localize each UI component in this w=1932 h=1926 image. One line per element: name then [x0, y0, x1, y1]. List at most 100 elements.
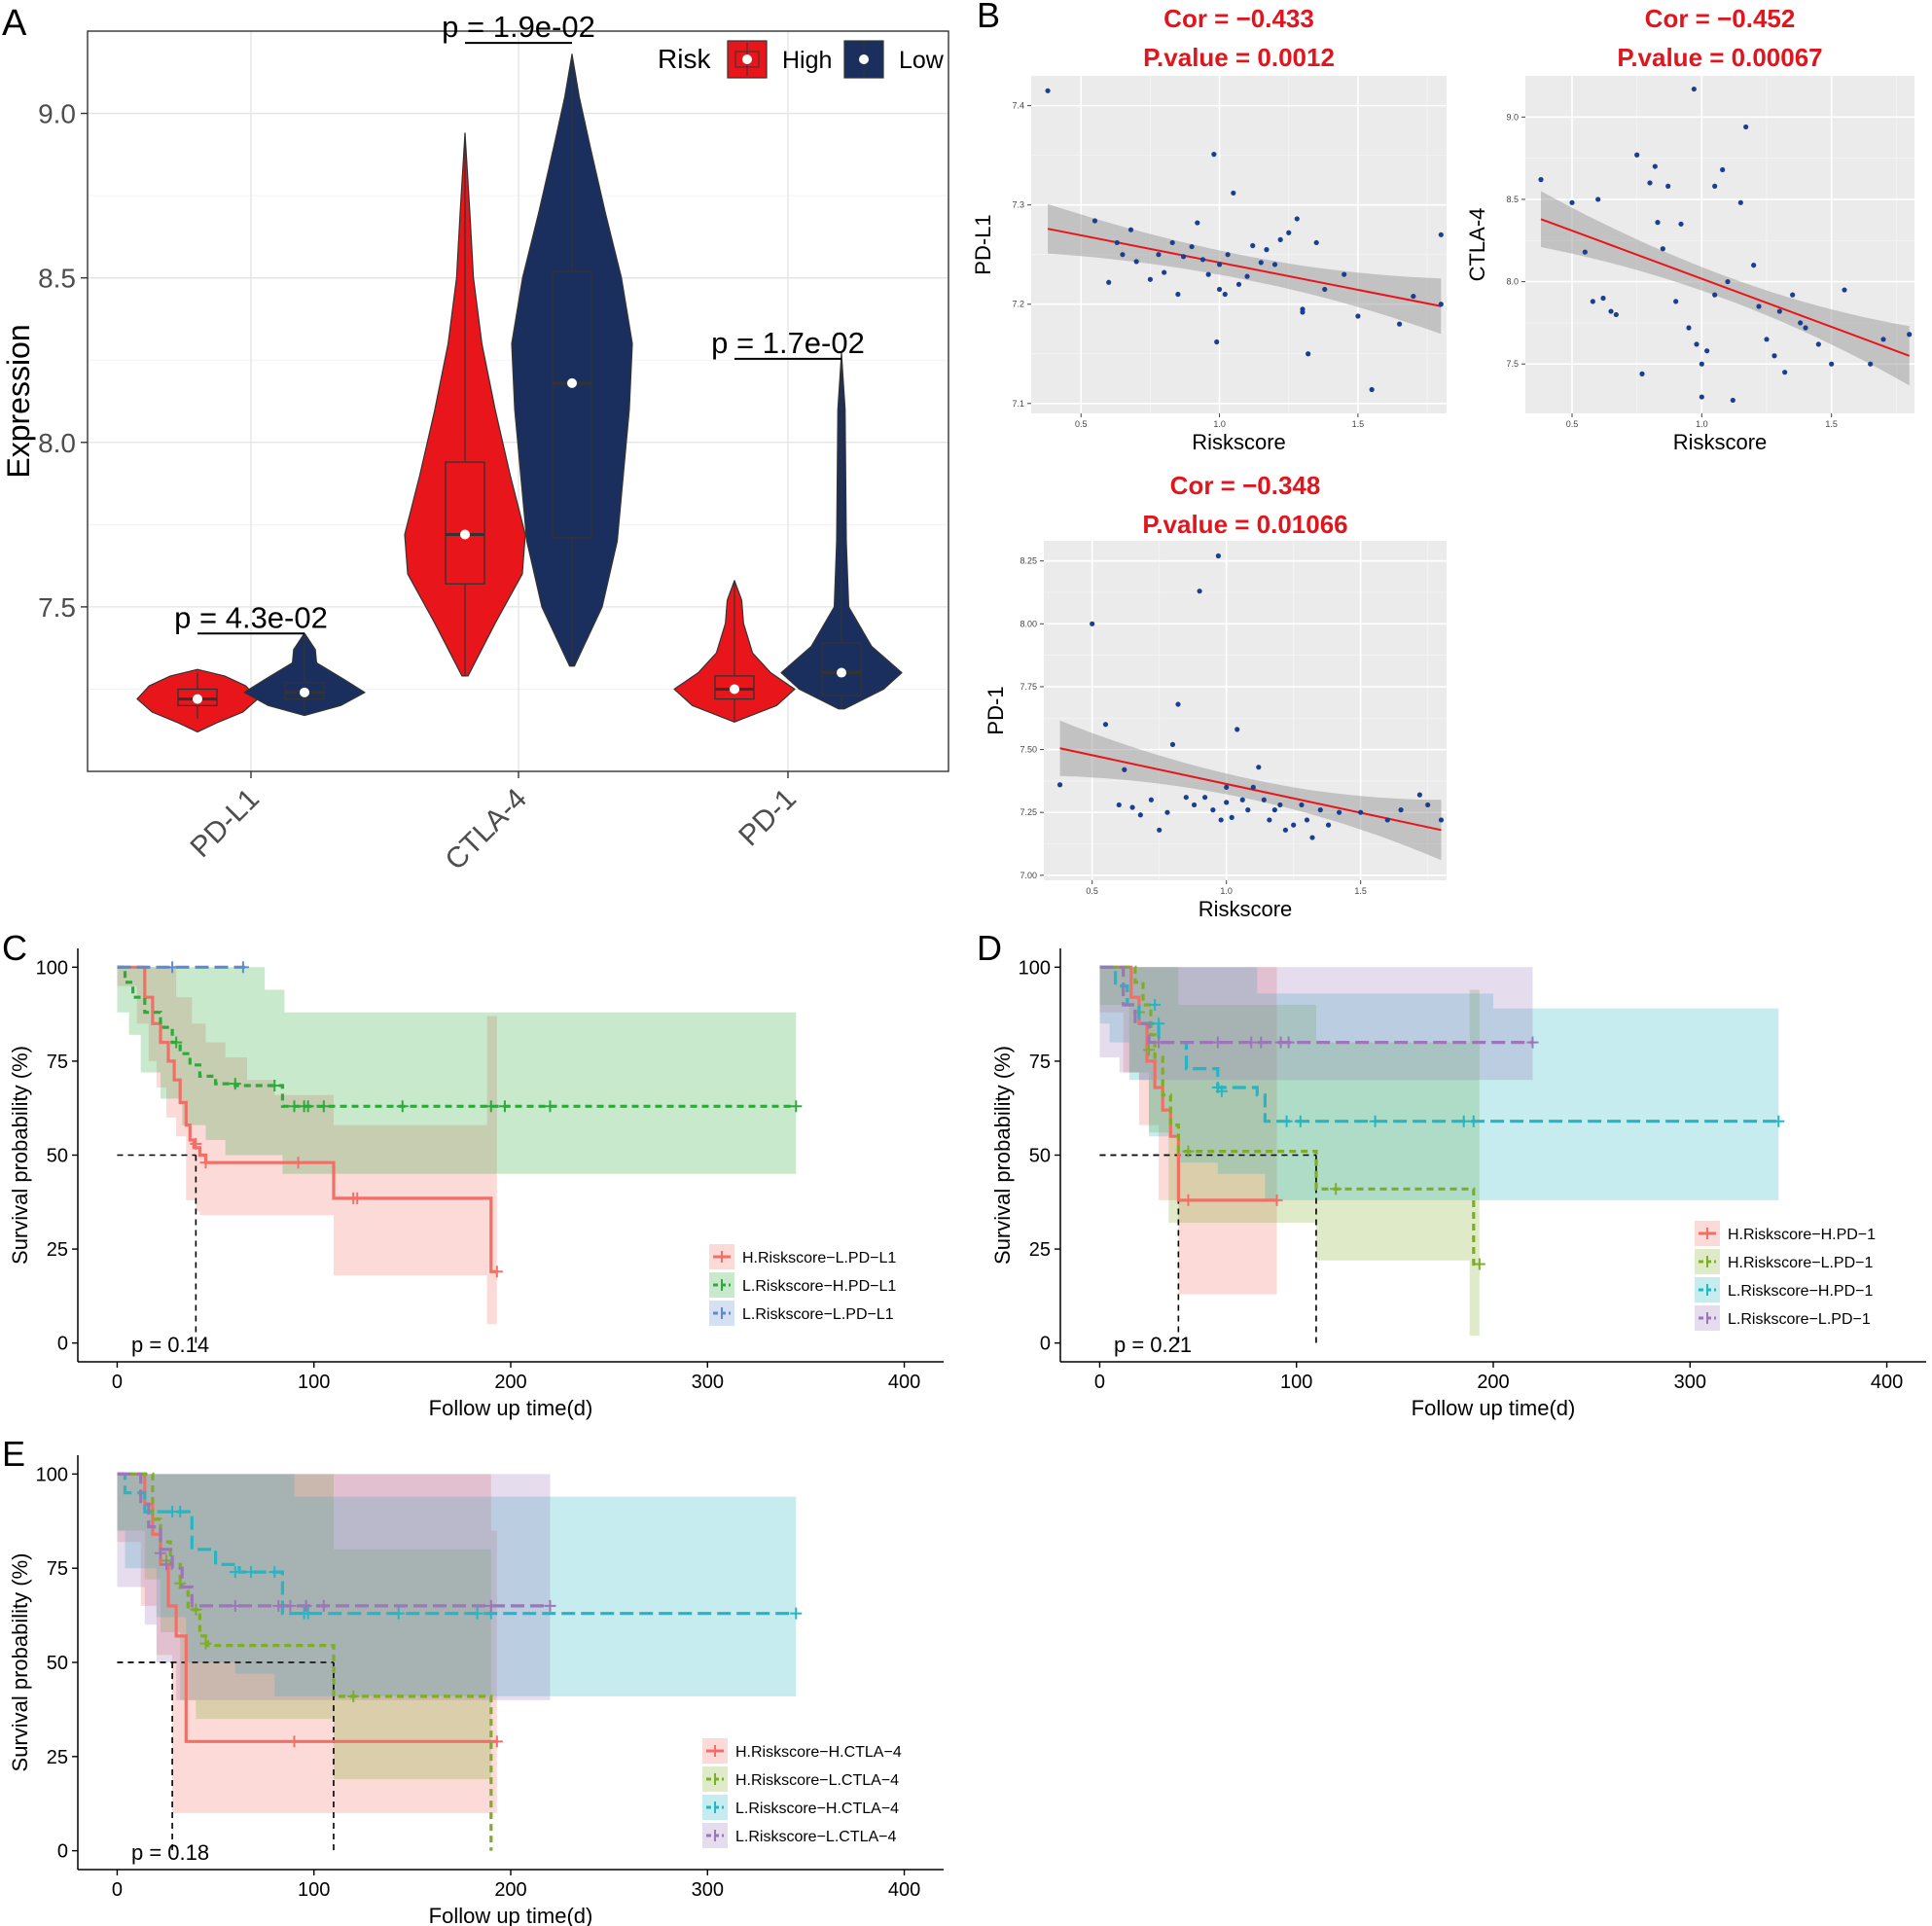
- p-value-ctla-4: p = 1.9e-02: [442, 10, 595, 44]
- x-axis-title: Follow up time(d): [1412, 1396, 1576, 1420]
- data-point: [1815, 341, 1821, 347]
- data-point: [1699, 394, 1704, 400]
- data-point: [1582, 249, 1588, 255]
- x-tick-label: 100: [298, 1372, 330, 1393]
- x-tick-label: 0.5: [1075, 419, 1088, 429]
- box-iqr: [552, 270, 592, 539]
- data-point: [1538, 177, 1544, 183]
- y-tick-label: 0: [1040, 1334, 1051, 1355]
- median-dot: [300, 687, 309, 697]
- data-point: [1271, 807, 1277, 813]
- panel-label-d: D: [977, 928, 1002, 968]
- p-value-pd-1: p = 1.7e-02: [711, 326, 865, 360]
- pvalue-title: P.value = 0.00067: [1617, 43, 1822, 72]
- data-point: [1438, 302, 1444, 307]
- data-point: [1205, 271, 1211, 277]
- data-point: [1665, 183, 1671, 190]
- data-point: [1699, 361, 1704, 367]
- data-point: [1317, 807, 1323, 813]
- y-axis-title: PD-1: [984, 686, 1008, 734]
- y-tick-label: 0: [57, 1334, 68, 1355]
- data-point: [1191, 802, 1198, 808]
- data-point: [1737, 199, 1743, 205]
- data-point: [1306, 351, 1311, 357]
- x-tick-label: 100: [1280, 1372, 1312, 1393]
- x-tick-label: 200: [494, 1372, 526, 1393]
- box-iqr: [177, 688, 218, 707]
- data-point: [1267, 817, 1272, 823]
- data-point: [1127, 227, 1134, 232]
- x-tick-label: 300: [692, 1372, 724, 1393]
- x-tick-label: 1.0: [1213, 419, 1226, 429]
- x-tick-label: 400: [888, 1879, 920, 1901]
- data-point: [1235, 281, 1242, 287]
- data-point: [1091, 218, 1098, 224]
- data-point: [1398, 807, 1404, 813]
- data-point: [1673, 299, 1679, 304]
- x-tick-label: 300: [1674, 1372, 1706, 1393]
- legend-label-h-riskscore-l-pd-1: H.Riskscore−L.PD−1: [1728, 1255, 1873, 1271]
- y-tick-label: 50: [47, 1146, 68, 1167]
- data-point: [1222, 291, 1228, 298]
- data-point: [1712, 292, 1718, 298]
- ci-band-l-riskscore-l-ctla-4: [117, 1474, 551, 1700]
- data-point: [1880, 337, 1886, 342]
- data-point: [1197, 588, 1202, 594]
- x-tick-label: 400: [888, 1372, 920, 1393]
- data-point: [1218, 817, 1224, 823]
- y-tick-label: 7.50: [1020, 745, 1037, 755]
- legend-label-l-riskscore-h-pd-l1: L.Riskscore−H.PD−L1: [742, 1278, 896, 1295]
- km-panel-d: 0 25 50 75 100 0 100 200 300 400 Follow up time(d)…: [990, 948, 1926, 1420]
- data-point: [1416, 792, 1422, 798]
- y-tick-label: 9.0: [38, 99, 76, 129]
- data-point: [1175, 291, 1181, 298]
- data-point: [1120, 252, 1126, 258]
- y-axis-title: Survival probability (%): [8, 1046, 32, 1265]
- y-tick-label: 9.0: [1506, 112, 1519, 122]
- data-point: [1764, 337, 1770, 342]
- panel-label-b: B: [977, 0, 1000, 35]
- data-point: [1608, 308, 1614, 314]
- data-point: [1634, 152, 1640, 158]
- x-tick-label: 200: [494, 1879, 526, 1901]
- data-point: [1225, 252, 1231, 258]
- y-axis-title: Survival probability (%): [990, 1046, 1015, 1265]
- data-point: [1438, 817, 1445, 823]
- ci-band-h-riskscore-l-pd-l1: [117, 967, 497, 1325]
- data-point: [1639, 371, 1645, 376]
- median-dot: [837, 667, 846, 678]
- p-value-pd-l1: p = 4.3e-02: [174, 600, 328, 634]
- legend-label-h-riskscore-h-ctla-4: H.Riskscore−H.CTLA−4: [735, 1744, 902, 1761]
- y-tick-label: 8.25: [1020, 556, 1037, 566]
- data-point: [1245, 807, 1251, 813]
- data-point: [1244, 273, 1250, 279]
- y-tick-label: 8.00: [1020, 619, 1037, 628]
- data-point: [1114, 239, 1120, 246]
- survival-curve-h-riskscore-l-pd-1: [1099, 965, 1480, 1266]
- data-point: [1369, 386, 1375, 393]
- data-point: [1325, 822, 1332, 828]
- panel-label-a: A: [2, 3, 27, 44]
- x-tick-label: 200: [1477, 1372, 1509, 1393]
- y-tick-label: 7.5: [38, 592, 76, 623]
- x-tick-label-pd-1: PD-1: [733, 783, 803, 853]
- data-point: [1180, 254, 1187, 260]
- data-point: [1756, 303, 1762, 309]
- data-point: [1214, 339, 1220, 345]
- correlation-title: Cor = −0.348: [1170, 471, 1321, 500]
- x-tick-label: 0: [112, 1372, 123, 1393]
- data-point: [1725, 278, 1731, 285]
- y-tick-label: 7.00: [1020, 871, 1037, 880]
- data-point: [1211, 152, 1217, 158]
- data-point: [1342, 271, 1347, 277]
- data-point: [1358, 809, 1364, 815]
- survival-curve-l-riskscore-h-pd-1: [1099, 965, 1779, 1124]
- x-tick-label: 0: [1094, 1372, 1105, 1393]
- legend-label-l-riskscore-l-ctla-4: L.Riskscore−L.CTLA−4: [735, 1829, 897, 1845]
- ci-band-l-riskscore-l-pd-1: [1099, 967, 1533, 1081]
- ci-band-l-riskscore-h-pd-1: [1099, 967, 1779, 1200]
- data-point: [1309, 835, 1315, 840]
- data-point: [1102, 722, 1109, 728]
- data-point: [1304, 817, 1310, 823]
- data-point: [1743, 124, 1749, 130]
